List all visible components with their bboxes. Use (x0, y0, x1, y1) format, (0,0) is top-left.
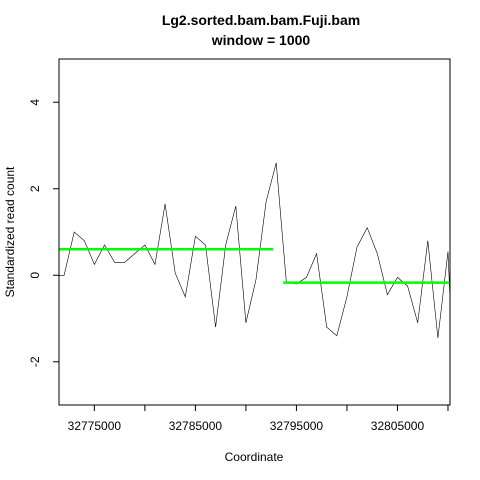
y-axis: -2 0 2 4 (28, 99, 59, 367)
x-tick-label: 32785000 (169, 419, 223, 433)
chart-title: Lg2.sorted.bam.bam.Fuji.bam (162, 12, 360, 28)
read-count-line (59, 162, 450, 339)
y-tick-label: -2 (28, 356, 42, 367)
y-axis-label: Standardized read count (3, 166, 17, 297)
y-tick-label: 0 (28, 272, 42, 279)
plot-lines (59, 162, 450, 339)
plot-frame (58, 58, 451, 406)
chart-subtitle: window = 1000 (211, 32, 311, 48)
y-tick-label: 2 (28, 185, 42, 192)
x-tick-label: 32795000 (270, 419, 324, 433)
x-axis-label: Coordinate (225, 450, 284, 464)
y-tick-label: 4 (28, 99, 42, 106)
x-axis: 32775000 32785000 32795000 32805000 (68, 405, 449, 433)
x-tick-label: 32775000 (68, 419, 122, 433)
x-tick-label: 32805000 (371, 419, 425, 433)
